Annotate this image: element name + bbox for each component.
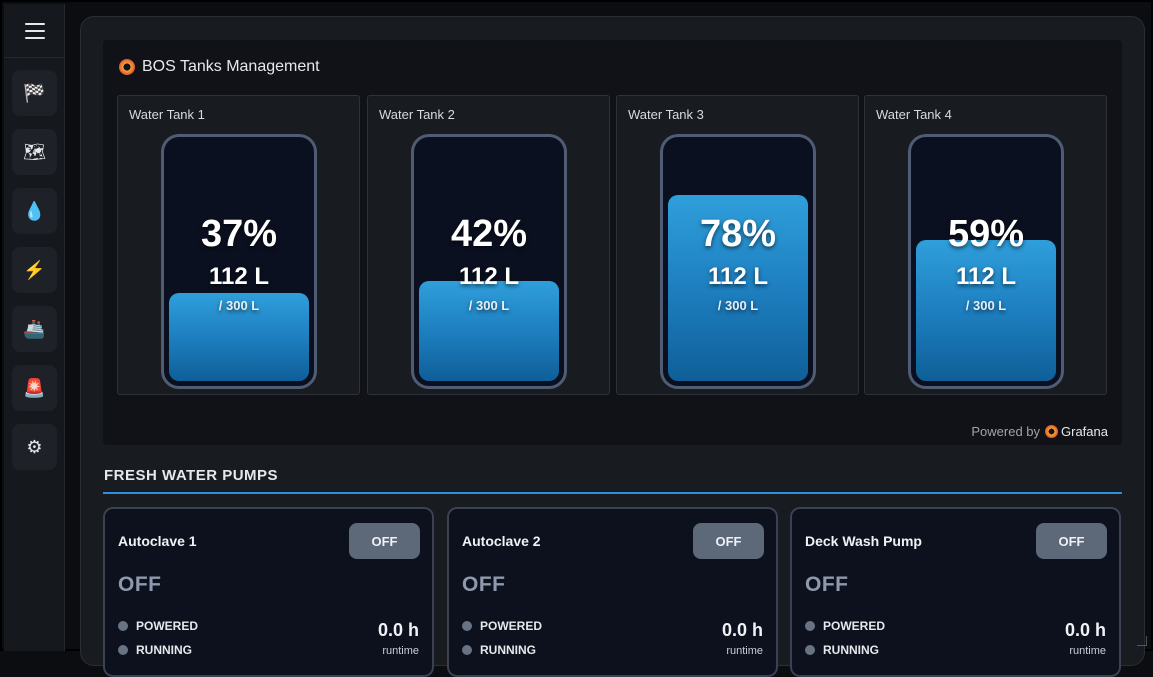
tank-gauge: 37% 112 L / 300 L (161, 134, 317, 389)
runtime-label: runtime (726, 645, 763, 657)
powered-indicator: POWERED (462, 619, 542, 633)
tank-capacity: / 300 L (218, 298, 260, 313)
tank-label: Water Tank 1 (129, 107, 205, 122)
hamburger-icon (24, 22, 45, 39)
tank-label: Water Tank 3 (628, 107, 704, 122)
status-dot (462, 645, 472, 655)
lightning-icon: ⚡ (23, 259, 46, 280)
panel-title: BOS Tanks Management (119, 58, 320, 76)
window-resize-handle[interactable] (1137, 636, 1147, 646)
tank-capacity: / 300 L (717, 298, 759, 313)
pump-toggle-button[interactable]: OFF (693, 523, 764, 559)
runtime-label: runtime (1069, 645, 1106, 657)
status-dot (805, 621, 815, 631)
section-title: FRESH WATER PUMPS (104, 467, 279, 484)
tank-volume: 112 L (955, 263, 1017, 290)
runtime-value: 0.0 h (1064, 620, 1106, 640)
powered-by-grafana-link[interactable]: Powered by Grafana (971, 424, 1108, 439)
tank-label: Water Tank 2 (379, 107, 455, 122)
tank-percent: 37% (200, 213, 278, 255)
pump-card-deck-wash-pump: Deck Wash Pump OFF OFF POWERED RUNNING 0… (790, 507, 1121, 677)
nav-item-settings[interactable]: ⚙ (12, 424, 57, 470)
tank-percent: 42% (450, 213, 528, 255)
water-drop-icon: 💧 (23, 200, 46, 221)
map-icon: 🗺 (23, 141, 46, 162)
sidebar: 🏁 🗺 💧 ⚡ 🚢 🚨 ⚙ (4, 4, 65, 651)
pump-state: OFF (118, 573, 162, 596)
alarm-siren-icon: 🚨 (23, 377, 46, 398)
hamburger-menu-button[interactable] (4, 4, 65, 58)
tank-fill (668, 195, 808, 381)
nav-item-vessel[interactable]: 🚢 (12, 306, 57, 352)
tank-gauge: 78% 112 L / 300 L (660, 134, 816, 389)
pump-card-autoclave-2: Autoclave 2 OFF OFF POWERED RUNNING 0.0 … (447, 507, 778, 677)
ship-icon: 🚢 (23, 318, 46, 339)
tank-card-1: Water Tank 1 37% 112 L / 300 L (117, 95, 360, 395)
pump-name: Autoclave 2 (462, 533, 541, 549)
powered-indicator: POWERED (805, 619, 885, 633)
grafana-brand-text: Grafana (1061, 424, 1108, 439)
nav-item-alarms[interactable]: 🚨 (12, 365, 57, 411)
panel-title-text: BOS Tanks Management (142, 58, 320, 75)
grafana-logo-icon (119, 59, 135, 75)
powered-indicator: POWERED (118, 619, 198, 633)
tank-label: Water Tank 4 (876, 107, 952, 122)
status-dot (118, 621, 128, 631)
tank-capacity: / 300 L (965, 298, 1007, 313)
main-content: BOS Tanks Management Water Tank 1 37% 11… (80, 16, 1145, 677)
tank-fill (419, 281, 559, 381)
status-dot (118, 645, 128, 655)
running-indicator: RUNNING (805, 643, 879, 657)
runtime-value: 0.0 h (377, 620, 419, 640)
checkered-flag-icon: 🏁 (23, 82, 46, 103)
pump-card-autoclave-1: Autoclave 1 OFF OFF POWERED RUNNING 0.0 … (103, 507, 434, 677)
runtime-label: runtime (382, 645, 419, 657)
nav-item-map[interactable]: 🗺 (12, 129, 57, 175)
section-divider (103, 492, 1122, 494)
pump-name: Deck Wash Pump (805, 533, 922, 549)
tank-volume: 112 L (707, 263, 769, 290)
tank-volume: 112 L (208, 263, 270, 290)
tank-fill (916, 240, 1056, 381)
running-indicator: RUNNING (118, 643, 192, 657)
nav-item-race[interactable]: 🏁 (12, 70, 57, 116)
runtime-value: 0.0 h (721, 620, 763, 640)
grafana-logo-icon (1045, 425, 1059, 438)
pump-state: OFF (462, 573, 506, 596)
tank-card-4: Water Tank 4 59% 112 L / 300 L (864, 95, 1107, 395)
pump-toggle-button[interactable]: OFF (1036, 523, 1107, 559)
gear-icon: ⚙ (26, 436, 43, 457)
tank-capacity: / 300 L (468, 298, 510, 313)
tank-card-2: Water Tank 2 42% 112 L / 300 L (367, 95, 610, 395)
pump-state: OFF (805, 573, 849, 596)
nav-item-power[interactable]: ⚡ (12, 247, 57, 293)
pump-toggle-button[interactable]: OFF (349, 523, 420, 559)
tank-fill (169, 293, 309, 381)
tank-percent: 78% (699, 213, 777, 255)
tank-gauge: 42% 112 L / 300 L (411, 134, 567, 389)
running-indicator: RUNNING (462, 643, 536, 657)
grafana-embed-panel: BOS Tanks Management Water Tank 1 37% 11… (103, 40, 1122, 445)
tank-gauge: 59% 112 L / 300 L (908, 134, 1064, 389)
status-dot (462, 621, 472, 631)
pump-name: Autoclave 1 (118, 533, 197, 549)
tank-percent: 59% (947, 213, 1025, 255)
powered-by-text: Powered by (971, 424, 1041, 439)
status-dot (805, 645, 815, 655)
tank-volume: 112 L (458, 263, 520, 290)
tank-card-3: Water Tank 3 78% 112 L / 300 L (616, 95, 859, 395)
nav-item-water[interactable]: 💧 (12, 188, 57, 234)
